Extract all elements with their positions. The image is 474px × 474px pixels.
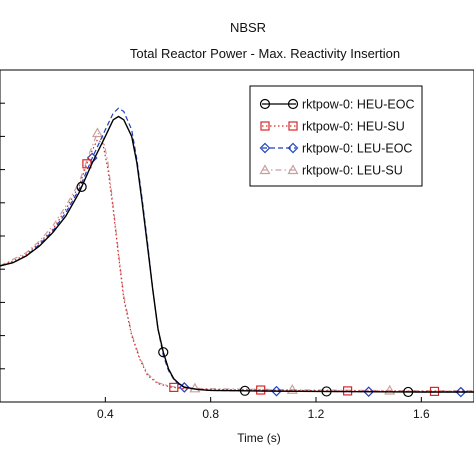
legend-marker — [288, 121, 298, 131]
series-marker — [158, 347, 169, 358]
series-marker — [256, 385, 266, 395]
series-marker — [76, 181, 87, 192]
legend-label: rktpow-0: HEU-EOC — [302, 98, 415, 112]
series-marker — [363, 386, 375, 398]
series-marker — [82, 159, 92, 169]
series-marker — [384, 384, 396, 395]
legend-marker — [259, 164, 271, 175]
series-marker — [286, 384, 298, 394]
x-tick-label: 1.2 — [308, 407, 325, 421]
series-marker — [189, 382, 201, 393]
legend-marker — [287, 164, 299, 175]
legend-marker — [287, 142, 299, 154]
series-marker — [403, 386, 414, 398]
chart-title: NBSR — [230, 20, 266, 35]
series-line — [0, 138, 474, 392]
series-marker — [455, 386, 467, 398]
x-tick-label: 0.4 — [97, 407, 114, 421]
legend-label: rktpow-0: LEU-EOC — [302, 142, 412, 156]
chart-subtitle: Total Reactor Power - Max. Reactivity In… — [130, 46, 400, 61]
series-marker — [321, 386, 332, 397]
legend-marker — [259, 98, 271, 110]
series-marker — [169, 382, 179, 392]
x-tick-label: 1.6 — [413, 407, 430, 421]
legend-label: rktpow-0: HEU-SU — [302, 120, 405, 134]
plot-frame — [0, 69, 474, 403]
legend-label: rktpow-0: LEU-SU — [302, 164, 403, 178]
legend-marker — [259, 142, 271, 154]
series-line — [0, 115, 474, 393]
x-tick-label: 0.8 — [202, 407, 219, 421]
plot-area: 0.4 0.8 1.2 1.6 — [0, 69, 474, 421]
legend-marker — [260, 121, 270, 131]
legend-marker — [287, 98, 299, 110]
x-axis-label: Time (s) — [237, 431, 281, 445]
legend: rktpow-0: HEU-EOC rktpow-0: HEU-SU rktpow-… — [249, 85, 423, 187]
series-marker — [239, 385, 250, 396]
legend-box — [249, 85, 423, 187]
series-marker — [91, 127, 103, 138]
